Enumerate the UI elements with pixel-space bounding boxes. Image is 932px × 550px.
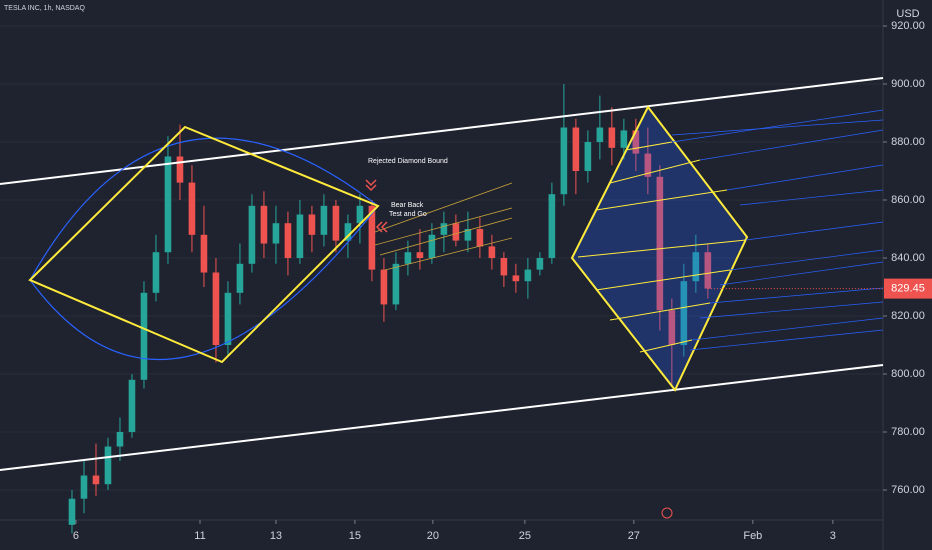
x-tick-label: 3 (830, 530, 836, 542)
y-tick-label: 820.00 (891, 310, 925, 322)
fib-lines (577, 141, 747, 353)
candle-body (284, 223, 292, 259)
candle-body (188, 182, 196, 235)
x-tick-label: 27 (628, 530, 640, 542)
candle-body (140, 292, 148, 380)
candle-body (692, 252, 700, 282)
candle-body (368, 205, 376, 270)
last-price-label: 829.45 (891, 283, 925, 295)
candle-body (416, 252, 424, 259)
x-tick-label: 11 (194, 530, 205, 542)
candle-body (512, 275, 520, 282)
candle-body (272, 223, 280, 244)
left-arrow-icon (375, 221, 388, 233)
earnings-icon (661, 507, 673, 519)
candle-body (92, 475, 100, 485)
x-tick-label: Feb (743, 530, 762, 542)
candle-body (392, 263, 400, 305)
fib-extensions (671, 109, 884, 351)
y-tick-label: 880.00 (891, 136, 925, 148)
candle-body (464, 229, 472, 241)
y-tick-label: 920.00 (891, 20, 925, 32)
candle-body (380, 269, 388, 305)
candle-body (248, 205, 256, 264)
annotation: Rejected Diamond Bound (368, 158, 448, 165)
last-price-box (884, 278, 932, 299)
small-channel (374, 182, 513, 271)
candle-body (704, 252, 712, 289)
y-tick-label: 780.00 (891, 426, 925, 438)
candle-body (212, 272, 220, 346)
candle-body (356, 205, 364, 224)
y-tick-label: 840.00 (891, 252, 925, 264)
y-tick-label: 760.00 (891, 484, 925, 496)
candle-body (68, 498, 76, 525)
candle-body (476, 229, 484, 247)
x-tick-label: 6 (73, 530, 79, 542)
candle-body (224, 292, 232, 346)
candle-body (656, 176, 664, 311)
channel-top (0, 77, 884, 185)
y-tick-label: 900.00 (891, 78, 925, 90)
channel-bottom (0, 364, 884, 471)
candle-body (404, 252, 412, 264)
annotation: Test and Go (389, 211, 427, 218)
candle-body (572, 127, 580, 172)
drawings (0, 77, 884, 519)
x-tick-label: 15 (349, 530, 361, 542)
candle-body (116, 432, 124, 447)
candle-body (452, 223, 460, 241)
candle-body (104, 446, 112, 485)
candle-body (164, 156, 172, 253)
candle-body (128, 379, 136, 433)
candle-body (584, 142, 592, 172)
candle-body (296, 214, 304, 259)
candle-body (344, 223, 352, 241)
candle-body (680, 281, 688, 346)
candles (0, 25, 883, 534)
candle-body (608, 127, 616, 148)
y-tick-label: 800.00 (891, 368, 925, 380)
candle-body (488, 246, 496, 259)
symbol-title: TESLA INC, 1h, NASDAQ (4, 5, 85, 12)
candle-body (644, 153, 652, 177)
candle-body (152, 252, 160, 293)
candle-body (320, 205, 328, 235)
candle-body (260, 205, 268, 244)
candle-body (668, 310, 676, 346)
candle-body (80, 475, 88, 499)
candle-body (596, 127, 604, 143)
diamond-left (28, 125, 380, 364)
x-tick-label: 13 (270, 530, 282, 542)
candle-body (440, 223, 448, 235)
candle-body (176, 156, 184, 183)
candle-body (536, 258, 544, 270)
down-arrow-icon (365, 179, 377, 192)
candle-body (548, 194, 556, 259)
currency: USD (896, 8, 919, 20)
candle-body (524, 269, 532, 282)
candle-body (236, 263, 244, 293)
x-tick-label: 25 (519, 530, 531, 542)
candle-body (308, 214, 316, 235)
candle-body (620, 130, 628, 148)
candle-body (560, 127, 568, 195)
annotation: Bear Back (391, 202, 424, 209)
candle-body (200, 234, 208, 273)
candle-body (332, 205, 340, 241)
candle-body (500, 258, 508, 276)
candle-body (428, 234, 436, 259)
x-tick-label: 20 (427, 530, 439, 542)
y-tick-label: 860.00 (891, 194, 925, 206)
candle-body (632, 130, 640, 154)
